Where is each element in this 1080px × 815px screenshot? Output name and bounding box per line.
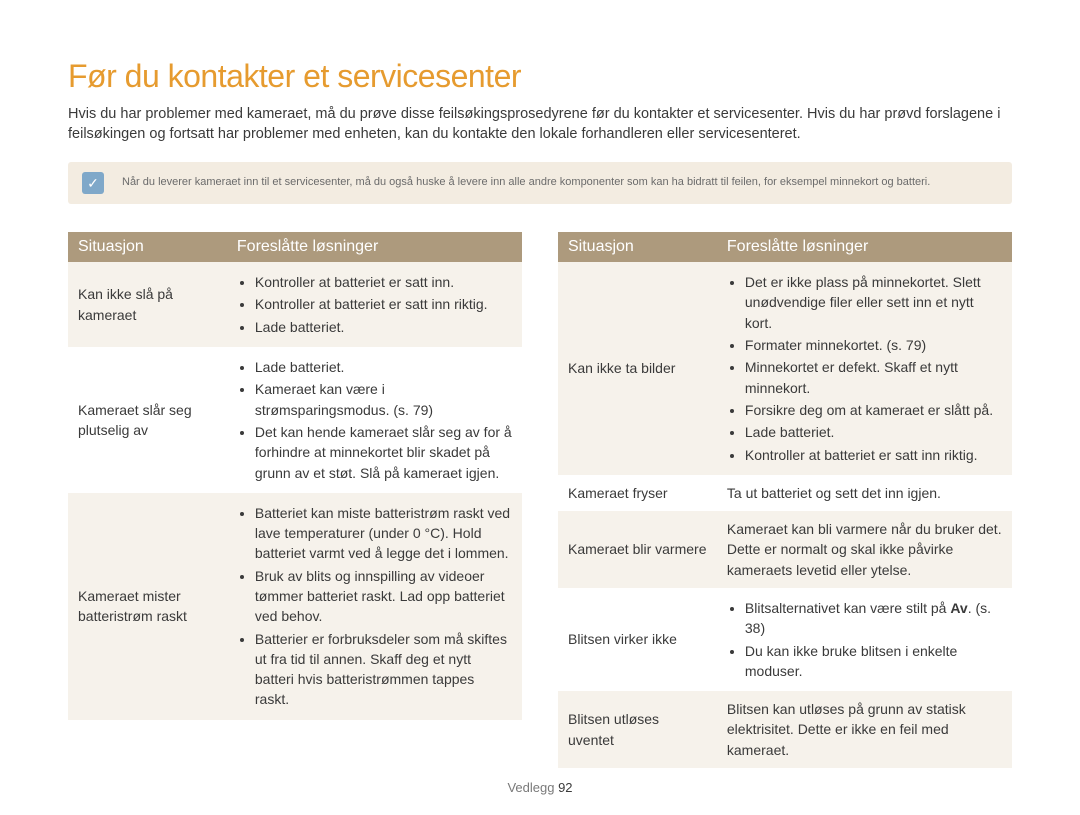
solution-item: Kontroller at batteriet er satt inn rikt… <box>745 445 1002 465</box>
solution-item: Formater minnekortet. (s. 79) <box>745 335 1002 355</box>
solution-item: Lade batteriet. <box>255 357 512 377</box>
th-situation: Situasjon <box>68 232 227 262</box>
tables-row: Situasjon Foreslåtte løsninger Kan ikke … <box>68 232 1012 768</box>
th-solutions: Foreslåtte løsninger <box>227 232 522 262</box>
note-box: ✓ Når du leverer kameraet inn til et ser… <box>68 162 1012 204</box>
solution-item: Forsikre deg om at kameraet er slått på. <box>745 400 1002 420</box>
table-row: Kan ikke ta bilder Det er ikke plass på m… <box>558 262 1012 475</box>
situation-cell: Blitsen utløses uventet <box>558 691 717 768</box>
table-row: Kameraet mister batteristrøm raskt Batter… <box>68 493 522 720</box>
solution-cell: Blitsen kan utløses på grunn av statisk … <box>717 691 1012 768</box>
table-row: Kameraet slår seg plutselig avLade batte… <box>68 347 522 493</box>
solution-item: Kontroller at batteriet er satt inn rikt… <box>255 294 512 314</box>
solution-item: Kontroller at batteriet er satt inn. <box>255 272 512 292</box>
footer-page-number: 92 <box>558 780 572 795</box>
note-check-icon: ✓ <box>82 172 104 194</box>
solution-item: Det kan hende kameraet slår seg av for å… <box>255 422 512 483</box>
situation-cell: Kameraet blir varmere <box>558 511 717 588</box>
right-column: Situasjon Foreslåtte løsninger Kan ikke … <box>558 232 1012 768</box>
intro-paragraph: Hvis du har problemer med kameraet, må d… <box>68 105 1012 144</box>
th-situation: Situasjon <box>558 232 717 262</box>
th-solutions: Foreslåtte løsninger <box>717 232 1012 262</box>
solution-cell: Ta ut batteriet og sett det inn igjen. <box>717 475 1012 511</box>
solution-item: Minnekortet er defekt. Skaff et nytt min… <box>745 357 1002 398</box>
situation-cell: Kameraet slår seg plutselig av <box>68 347 227 493</box>
footer-label: Vedlegg <box>507 780 554 795</box>
situation-cell: Blitsen virker ikke <box>558 588 717 691</box>
table-row: Kameraet blir varmereKameraet kan bli va… <box>558 511 1012 588</box>
situation-cell: Kameraet fryser <box>558 475 717 511</box>
solution-item: Batterier er forbruksdeler som må skifte… <box>255 629 512 710</box>
table-row: Kameraet fryserTa ut batteriet og sett d… <box>558 475 1012 511</box>
situation-cell: Kan ikke ta bilder <box>558 262 717 475</box>
solution-item: Batteriet kan miste batteristrøm raskt v… <box>255 503 512 564</box>
solution-item: Bruk av blits og innspilling av videoer … <box>255 566 512 627</box>
solution-cell: Blitsalternativet kan være stilt på Av. … <box>717 588 1012 691</box>
solution-cell: Det er ikke plass på minnekortet. Slett … <box>717 262 1012 475</box>
solution-item: Lade batteriet. <box>745 422 1002 442</box>
situation-cell: Kameraet mister batteristrøm raskt <box>68 493 227 720</box>
solution-cell: Lade batteriet.Kameraet kan være i strøm… <box>227 347 522 493</box>
solution-item: Det er ikke plass på minnekortet. Slett … <box>745 272 1002 333</box>
troubleshoot-table-left: Situasjon Foreslåtte løsninger Kan ikke … <box>68 232 522 720</box>
solution-cell: Kameraet kan bli varmere når du bruker d… <box>717 511 1012 588</box>
table-row: Blitsen virker ikkeBlitsalternativet kan… <box>558 588 1012 691</box>
troubleshoot-table-right: Situasjon Foreslåtte løsninger Kan ikke … <box>558 232 1012 768</box>
page-footer: Vedlegg 92 <box>0 780 1080 795</box>
solution-item: Kameraet kan være i strømsparingsmodus. … <box>255 379 512 420</box>
left-column: Situasjon Foreslåtte løsninger Kan ikke … <box>68 232 522 768</box>
situation-cell: Kan ikke slå på kameraet <box>68 262 227 347</box>
table-row: Kan ikke slå på kameraetKontroller at ba… <box>68 262 522 347</box>
solution-item: Lade batteriet. <box>255 317 512 337</box>
table-row: Blitsen utløses uventetBlitsen kan utløs… <box>558 691 1012 768</box>
solution-cell: Kontroller at batteriet er satt inn.Kont… <box>227 262 522 347</box>
note-text: Når du leverer kameraet inn til et servi… <box>122 175 930 190</box>
page-title: Før du kontakter et servicesenter <box>68 58 1012 95</box>
solution-cell: Batteriet kan miste batteristrøm raskt v… <box>227 493 522 720</box>
